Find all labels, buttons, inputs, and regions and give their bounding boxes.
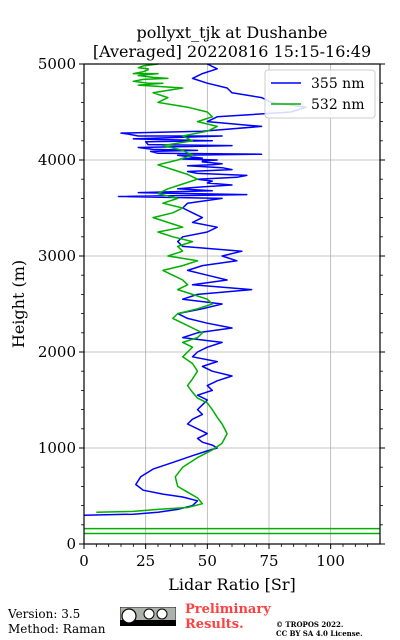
preliminary-results-text: Preliminary Results.	[185, 602, 271, 632]
x-tick-label: 0	[79, 552, 89, 570]
copyright-line2: CC BY SA 4.0 License.	[276, 629, 363, 638]
chart-title-line2: [Averaged] 20220816 15:15-16:49	[93, 42, 371, 61]
prelim-line1: Preliminary	[185, 602, 271, 617]
series-layer	[83, 63, 380, 535]
y-tick-label: 1000	[38, 439, 76, 457]
y-tick-label: 4000	[38, 151, 76, 169]
y-tick-label: 0	[66, 535, 76, 553]
copyright-text: © TROPOS 2022. CC BY SA 4.0 License.	[276, 620, 363, 638]
x-tick-label: 50	[198, 552, 217, 570]
plot-frame	[83, 63, 381, 545]
legend-label-355: 355 nm	[311, 76, 364, 92]
chart-title-line1: pollyxt_tjk at Dushanbe	[136, 23, 327, 42]
x-axis-label: Lidar Ratio [Sr]	[168, 575, 296, 594]
legend-box	[264, 69, 376, 119]
legend: 355 nm 532 nm	[264, 69, 376, 119]
y-tick-label: 5000	[38, 55, 76, 73]
copyright-line1: © TROPOS 2022.	[276, 620, 344, 629]
x-tick-label: 75	[259, 552, 278, 570]
y-axis-label: Height (m)	[9, 260, 28, 348]
series-line-1	[96, 63, 228, 514]
series-line-0	[83, 63, 307, 516]
method-text: Method: Raman	[8, 622, 106, 636]
legend-label-532: 532 nm	[311, 97, 364, 113]
cc-by-sa-badge	[120, 607, 176, 626]
y-tick-label: 2000	[38, 343, 76, 361]
grid	[83, 63, 380, 545]
version-text: Version: 3.5	[8, 607, 81, 621]
y-tick-label: 3000	[38, 247, 76, 265]
x-tick-label: 25	[136, 552, 155, 570]
prelim-line2: Results.	[185, 617, 244, 632]
x-tick-label: 100	[316, 552, 345, 570]
